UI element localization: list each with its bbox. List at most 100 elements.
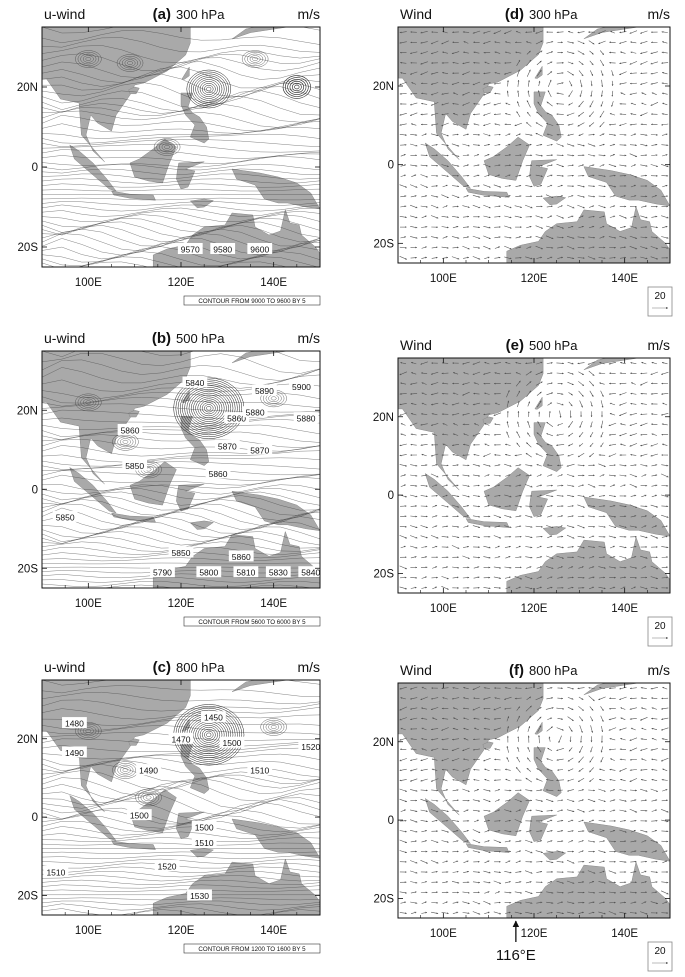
wind-vector — [410, 256, 417, 259]
eddy-contour — [85, 57, 92, 61]
eddy-contour — [270, 725, 277, 729]
right-title: m/s — [297, 6, 320, 22]
wind-vector — [441, 840, 449, 843]
vortex-contour-east — [287, 79, 307, 95]
wind-vector — [463, 727, 469, 731]
wind-vector — [620, 195, 626, 198]
contour-line — [42, 866, 320, 873]
wind-vector — [630, 51, 637, 54]
wind-vector — [619, 256, 627, 259]
eddy-contour — [263, 720, 285, 735]
wind-vector — [619, 133, 627, 136]
wind-vector — [661, 556, 669, 559]
wind-vector — [504, 494, 512, 498]
wind-vector — [608, 495, 617, 498]
contour-line — [42, 706, 320, 720]
wind-vector — [557, 697, 564, 700]
eddy-contour — [127, 61, 133, 65]
wind-vector — [515, 361, 522, 365]
wind-vector — [588, 687, 595, 689]
wind-vector — [515, 860, 521, 863]
contour-line — [42, 188, 320, 192]
contour-line — [42, 133, 320, 144]
wind-vector — [578, 70, 584, 77]
wind-vector — [463, 870, 469, 873]
wind-vector — [640, 748, 648, 751]
wind-vector — [567, 505, 574, 507]
wind-vector — [609, 556, 616, 559]
wind-vector — [630, 133, 637, 136]
wind-vector — [589, 380, 595, 387]
wind-vector — [599, 686, 605, 689]
wind-vector — [431, 911, 439, 915]
eddy-contour — [82, 727, 94, 735]
wind-vector — [557, 382, 563, 385]
eddy-contour — [116, 54, 144, 72]
wind-vector — [651, 881, 658, 883]
wind-vector — [609, 505, 616, 508]
wind-vector — [442, 697, 448, 700]
wind-vector — [525, 777, 533, 783]
wind-vector — [566, 859, 575, 864]
wind-vector — [557, 474, 563, 477]
land-mass-3 — [465, 518, 510, 528]
wind-vector — [505, 102, 511, 106]
wind-vector — [504, 184, 511, 187]
wind-vector — [505, 133, 511, 136]
wind-vector — [619, 861, 627, 863]
wind-vector — [661, 82, 668, 85]
wind-vector — [545, 235, 554, 240]
wind-vector — [525, 809, 532, 812]
wind-vector — [399, 758, 407, 762]
wind-vector — [535, 525, 543, 528]
wind-vector — [536, 474, 542, 477]
wind-vector — [567, 686, 574, 690]
land-mass-0 — [42, 27, 191, 162]
wind-vector — [494, 246, 501, 249]
vortex-contour — [182, 385, 236, 432]
wind-vector — [410, 123, 417, 126]
wind-vector — [516, 715, 520, 722]
wind-vector — [484, 423, 490, 426]
wind-vector — [483, 687, 490, 689]
wind-vector — [430, 697, 439, 700]
wind-vector — [567, 789, 574, 792]
y-tick-label: 20S — [374, 568, 395, 580]
wind-vector — [473, 123, 480, 126]
wind-vector — [483, 30, 491, 34]
wind-vector — [650, 535, 659, 539]
wind-vector — [588, 215, 595, 218]
wind-vector — [577, 184, 585, 188]
wind-vector — [661, 738, 668, 741]
left-title: u-wind — [44, 330, 85, 346]
wind-vector — [526, 50, 531, 55]
wind-vector — [525, 515, 533, 518]
wind-vector — [600, 420, 604, 429]
wind-vector — [441, 113, 449, 116]
vortex-contour — [188, 71, 229, 107]
wind-vector — [589, 50, 594, 55]
wind-vector — [472, 901, 481, 905]
wind-vector — [410, 226, 418, 229]
wind-vector — [630, 392, 637, 395]
wind-vector — [651, 829, 658, 833]
wind-vector — [640, 505, 648, 508]
wind-vector — [630, 556, 637, 559]
wind-vector — [599, 382, 605, 385]
contour-label: 1520 — [158, 862, 177, 872]
wind-vector — [579, 745, 583, 754]
wind-vector — [629, 789, 637, 792]
wind-vector — [505, 174, 511, 177]
wind-vector — [640, 123, 647, 126]
wind-vector — [662, 686, 668, 690]
wind-vector — [483, 484, 491, 487]
wind-vector — [442, 789, 449, 792]
contour-line — [42, 699, 320, 712]
x-tick-label: 140E — [611, 273, 638, 285]
wind-vector — [546, 504, 553, 508]
contour-line — [42, 445, 320, 457]
wind-vector — [494, 61, 501, 64]
wind-vector — [463, 184, 469, 187]
wind-vector — [493, 911, 502, 915]
wind-vector — [547, 372, 553, 375]
